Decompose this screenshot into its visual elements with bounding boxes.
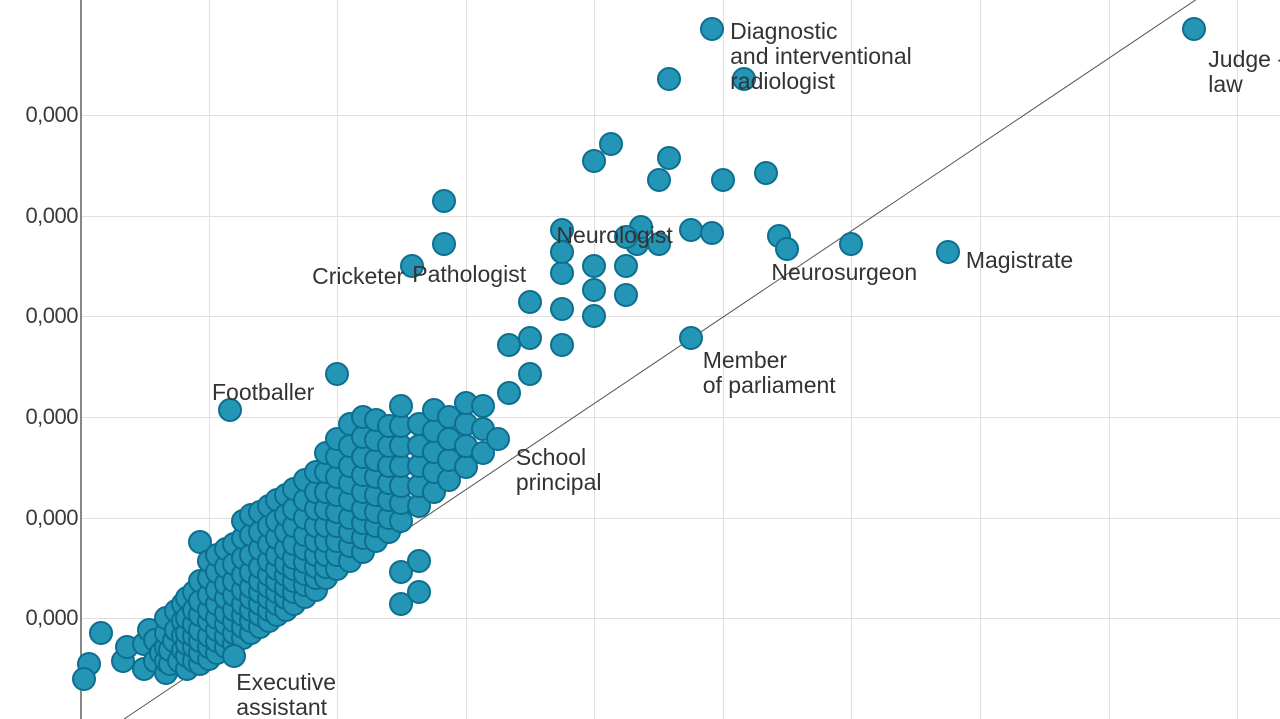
- y-tick-label: 0,000: [0, 203, 78, 229]
- data-point: [599, 132, 623, 156]
- data-point: [497, 381, 521, 405]
- gridline-vertical: [1237, 0, 1238, 719]
- label-pathologist: Pathologist: [412, 262, 526, 287]
- data-point: [518, 326, 542, 350]
- data-point: [72, 667, 96, 691]
- data-point: [614, 283, 638, 307]
- data-point: [497, 333, 521, 357]
- data-point: [679, 218, 703, 242]
- data-point: [754, 161, 778, 185]
- label-diagnostic-radiologist: Diagnostic and interventional radiologis…: [730, 19, 912, 95]
- data-point: [647, 168, 671, 192]
- data-point: [471, 394, 495, 418]
- data-point: [657, 67, 681, 91]
- y-tick-label: 0,000: [0, 404, 78, 430]
- gridline-horizontal: [80, 216, 1280, 217]
- data-point: [711, 168, 735, 192]
- data-point: [432, 189, 456, 213]
- gridline-vertical: [337, 0, 338, 719]
- data-point: [614, 254, 638, 278]
- label-neurosurgeon: Neurosurgeon: [771, 260, 917, 285]
- label-school-principal: School principal: [516, 445, 602, 496]
- point-pathologist: [432, 232, 456, 256]
- point-executive-assistant: [222, 644, 246, 668]
- gridline-horizontal: [80, 115, 1280, 116]
- gridline-horizontal: [80, 417, 1280, 418]
- data-point: [657, 146, 681, 170]
- data-point: [582, 278, 606, 302]
- y-tick-label: 0,000: [0, 505, 78, 531]
- data-point: [582, 304, 606, 328]
- data-point: [89, 621, 113, 645]
- y-axis-line: [80, 0, 82, 719]
- label-judge-law: Judge - law: [1208, 47, 1280, 98]
- label-neurologist: Neurologist: [556, 223, 672, 248]
- data-point: [325, 362, 349, 386]
- data-point: [582, 254, 606, 278]
- data-point: [550, 297, 574, 321]
- data-point: [518, 290, 542, 314]
- label-footballer: Footballer: [212, 380, 314, 405]
- point-neurosurgeon: [839, 232, 863, 256]
- point-member-of-parliament: [679, 326, 703, 350]
- gridline-horizontal: [80, 316, 1280, 317]
- data-point: [407, 549, 431, 573]
- point-judge-law: [1182, 17, 1206, 41]
- data-point: [700, 221, 724, 245]
- data-point: [775, 237, 799, 261]
- point-school-principal: [486, 427, 510, 451]
- gridline-vertical: [851, 0, 852, 719]
- label-executive-assistant: Executive assistant: [236, 670, 336, 719]
- label-cricketer: Cricketer: [312, 264, 404, 289]
- plot-area: Diagnostic and interventional radiologis…: [80, 0, 1280, 719]
- data-point: [407, 580, 431, 604]
- gridline-vertical: [594, 0, 595, 719]
- scatter-chart: Men - average salary Women - average Dia…: [0, 0, 1280, 719]
- gridline-vertical: [980, 0, 981, 719]
- y-tick-label: 0,000: [0, 303, 78, 329]
- data-point: [518, 362, 542, 386]
- label-member-of-parliament: Member of parliament: [703, 348, 836, 399]
- y-tick-label: 0,000: [0, 102, 78, 128]
- point-diagnostic-radiologist: [700, 17, 724, 41]
- point-magistrate: [936, 240, 960, 264]
- data-point: [389, 394, 413, 418]
- label-magistrate: Magistrate: [966, 248, 1073, 273]
- data-point: [550, 333, 574, 357]
- data-point: [550, 261, 574, 285]
- y-tick-label: 0,000: [0, 605, 78, 631]
- gridline-vertical: [1109, 0, 1110, 719]
- gridline-vertical: [466, 0, 467, 719]
